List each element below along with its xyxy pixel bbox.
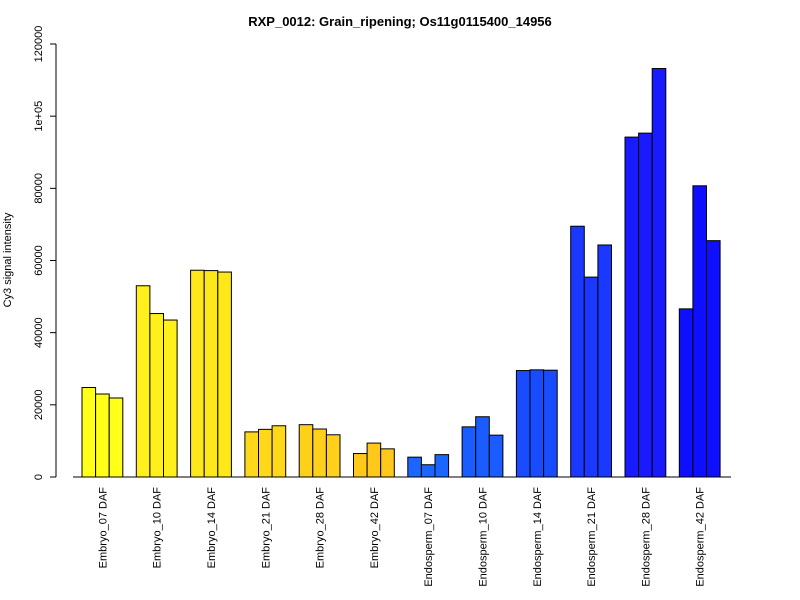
- chart-title: RXP_0012: Grain_ripening; Os11g0115400_1…: [248, 14, 552, 29]
- bar: [461, 426, 477, 478]
- bar: [258, 428, 273, 478]
- bar: [325, 434, 341, 478]
- bar: [529, 369, 545, 478]
- bar: [149, 313, 164, 478]
- bar: [163, 319, 178, 478]
- bar-group: [135, 285, 178, 478]
- bar: [312, 428, 327, 478]
- x-tick-label: Endosperm_21 DAF: [586, 487, 598, 587]
- bar: [366, 442, 382, 478]
- bar-group: [244, 425, 287, 478]
- bar-group: [515, 369, 558, 478]
- y-tick-label: 20000: [33, 390, 45, 421]
- bar: [692, 185, 708, 478]
- x-tick-label: Endosperm_07 DAF: [423, 487, 435, 587]
- x-tick-label: Endosperm_42 DAF: [695, 487, 707, 587]
- bar: [217, 271, 232, 478]
- y-axis-label: Cy3 signal intensity: [2, 212, 14, 307]
- bar: [624, 136, 640, 478]
- bar: [271, 425, 287, 478]
- y-axis: 0 20000 40000 60000 80000 1e+05 120000: [33, 26, 57, 480]
- y-tick-label: 1e+05: [33, 101, 45, 132]
- bar: [203, 270, 219, 478]
- bar: [407, 456, 422, 478]
- x-tick-label: Embryo_10 DAF: [152, 487, 164, 569]
- x-tick-label: Endosperm_14 DAF: [532, 487, 544, 587]
- x-tick-label: Embryo_21 DAF: [260, 487, 272, 569]
- bar-group: [570, 225, 613, 478]
- y-tick-label: 80000: [33, 173, 45, 204]
- bar-group: [298, 424, 341, 478]
- bar-group: [624, 68, 667, 478]
- bar: [244, 431, 259, 478]
- bar-group: [678, 185, 721, 478]
- bar: [81, 387, 97, 478]
- bar: [678, 308, 694, 478]
- bar: [298, 424, 314, 478]
- bar: [434, 454, 450, 478]
- x-tick-label: Embryo_28 DAF: [315, 487, 327, 569]
- bar: [420, 464, 436, 478]
- y-tick-label: 40000: [33, 317, 45, 348]
- bar-group: [461, 416, 504, 478]
- bar: [380, 448, 395, 478]
- x-tick-label: Embryo_14 DAF: [206, 487, 218, 569]
- bar: [135, 285, 151, 478]
- bar: [95, 393, 110, 478]
- bar: [543, 369, 558, 478]
- x-axis-tick-labels: Embryo_07 DAF Embryo_10 DAF Embryo_14 DAF E…: [97, 487, 706, 587]
- bar: [190, 269, 205, 478]
- bar-group: [353, 442, 395, 478]
- bar: [638, 132, 653, 478]
- bar-group: [81, 387, 124, 478]
- bar-series-group: [81, 68, 721, 478]
- y-tick-label: 60000: [33, 245, 45, 276]
- bar: [353, 453, 368, 478]
- y-tick-label: 0: [33, 474, 45, 480]
- bar: [108, 397, 124, 478]
- x-tick-label: Endosperm_10 DAF: [478, 487, 490, 587]
- bar: [597, 244, 613, 478]
- bar: [583, 276, 599, 478]
- bar: [570, 225, 585, 478]
- x-tick-label: Endosperm_28 DAF: [640, 487, 652, 587]
- bar: [515, 370, 531, 478]
- bar: [651, 68, 667, 478]
- y-tick-label: 120000: [33, 26, 45, 63]
- bar-group: [407, 454, 450, 478]
- bar: [488, 434, 504, 478]
- x-tick-label: Embryo_07 DAF: [97, 487, 109, 569]
- x-tick-label: Embryo_42 DAF: [369, 487, 381, 569]
- bar-group: [190, 269, 232, 478]
- bar: [706, 240, 721, 478]
- bar: [475, 416, 490, 478]
